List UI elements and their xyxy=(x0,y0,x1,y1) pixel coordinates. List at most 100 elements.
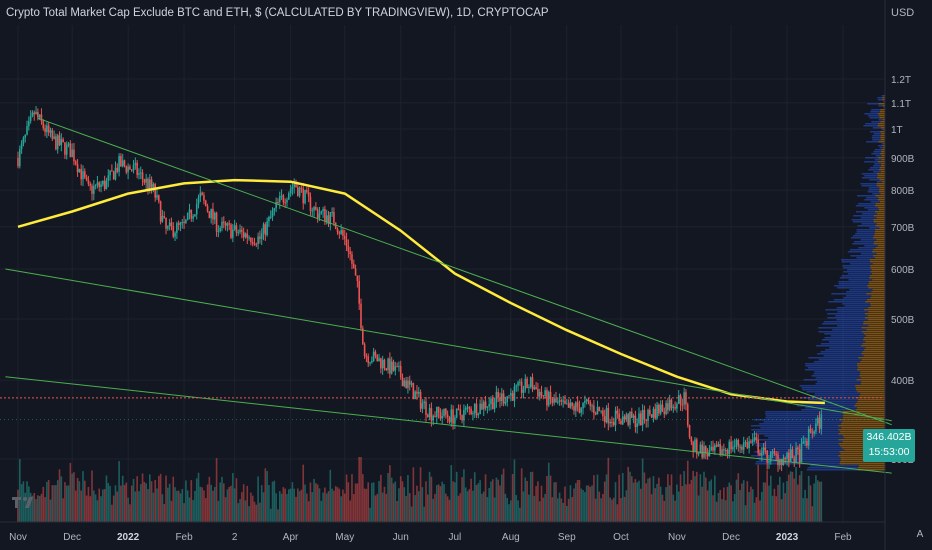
volume-profile-bar-up xyxy=(805,407,858,409)
volume-bar xyxy=(629,471,631,522)
volume-bar xyxy=(29,492,32,522)
volume-bar xyxy=(459,493,462,522)
volume-bar xyxy=(432,498,435,522)
indicator-lines xyxy=(0,117,892,474)
volume-profile-bar-down xyxy=(877,161,885,163)
volume-bar xyxy=(260,485,263,522)
candle-body xyxy=(576,402,579,408)
volume-bar xyxy=(253,501,256,522)
volume-profile-bar-up xyxy=(803,379,857,381)
candle-body xyxy=(733,445,736,448)
candle-body xyxy=(475,403,478,416)
volume-bar xyxy=(306,493,308,522)
candle-body xyxy=(517,382,519,386)
candle-body xyxy=(139,172,142,174)
candle-body xyxy=(495,391,498,403)
currency-label[interactable]: USD xyxy=(891,7,915,19)
volume-profile-bar-up xyxy=(822,323,863,325)
candle-body xyxy=(791,449,794,459)
candle-body xyxy=(679,395,682,405)
volume-bar xyxy=(701,486,703,522)
candle-body xyxy=(771,451,774,453)
volume-bar xyxy=(116,491,119,522)
volume-bar xyxy=(811,506,814,522)
candle-body xyxy=(692,441,694,452)
volume-profile-bar-up xyxy=(860,253,877,255)
volume-bar xyxy=(665,487,667,522)
candle-body xyxy=(197,197,200,205)
volume-bar xyxy=(49,499,52,522)
volume-profile-bar-down xyxy=(872,263,885,265)
volume-profile-bar-up xyxy=(831,293,867,295)
candle-body xyxy=(779,459,781,466)
volume-bar xyxy=(715,501,718,522)
volume-profile-bar-up xyxy=(864,245,878,247)
volume-profile-bar-down xyxy=(876,217,885,219)
volume-bar xyxy=(705,477,707,522)
candle-body xyxy=(376,355,379,362)
volume-profile-bar-down xyxy=(858,399,885,401)
volume-bar xyxy=(585,485,588,522)
candle-body xyxy=(165,217,167,229)
x-tick-label: Jun xyxy=(393,532,409,543)
volume-bar xyxy=(309,482,312,522)
volume-bar xyxy=(262,492,265,522)
volume-bar xyxy=(176,490,178,522)
candle-body xyxy=(277,202,279,204)
volume-profile-bar-down xyxy=(879,189,885,191)
volume-bar xyxy=(31,495,34,522)
volume-bar xyxy=(327,491,330,522)
candle-body xyxy=(192,216,194,219)
candle-body xyxy=(811,432,814,434)
candle-body xyxy=(491,398,494,410)
volume-profile-bar-down xyxy=(856,379,885,381)
candle-body xyxy=(378,358,380,362)
volume-bar xyxy=(818,481,821,522)
volume-profile-bar-up xyxy=(805,363,858,365)
x-tick-label: 2 xyxy=(232,532,238,543)
candle-body xyxy=(213,212,216,220)
candle-body xyxy=(797,447,799,450)
volume-bar xyxy=(773,488,776,522)
candle-body xyxy=(519,381,521,383)
volume-bar xyxy=(661,494,664,522)
volume-bar xyxy=(320,500,323,522)
volume-bar xyxy=(674,500,676,522)
volume-profile-bar-up xyxy=(756,431,840,433)
volume-bar xyxy=(436,485,438,522)
auto-scale-button[interactable]: A xyxy=(916,529,924,540)
volume-bar xyxy=(336,487,339,522)
volume-bar xyxy=(769,475,772,522)
candle-body xyxy=(638,413,640,424)
volume-profile-bar-up xyxy=(862,213,877,215)
volume-bar xyxy=(129,504,131,522)
candle-body xyxy=(751,439,754,443)
candle-body xyxy=(132,165,135,171)
candle-body xyxy=(269,216,272,218)
volume-bar xyxy=(703,471,705,522)
volume-profile-bar-down xyxy=(879,117,885,119)
candle-body xyxy=(757,440,759,454)
trendline xyxy=(5,376,892,474)
candle-body xyxy=(134,162,137,166)
volume-profile-bar-up xyxy=(857,225,876,227)
volume-profile-bar-up xyxy=(817,353,862,355)
candle-body xyxy=(242,231,245,238)
candle-body xyxy=(477,414,480,416)
volume-profile-bar-down xyxy=(877,245,885,247)
volume-profile-bar-up xyxy=(823,321,864,323)
volume-profile-bar-down xyxy=(880,139,885,141)
candle-body xyxy=(578,407,581,413)
volume-bar xyxy=(392,483,395,522)
y-tick-label: 1.2T xyxy=(891,75,911,86)
volume-bar xyxy=(287,489,290,522)
volume-bar xyxy=(816,480,819,522)
candle-body xyxy=(721,449,723,455)
volume-profile-bar-down xyxy=(868,287,885,289)
candle-body xyxy=(649,409,651,415)
candle-body xyxy=(60,139,63,146)
volume-bar xyxy=(607,457,610,522)
volume-bar xyxy=(78,481,81,522)
candle-body xyxy=(73,149,75,162)
